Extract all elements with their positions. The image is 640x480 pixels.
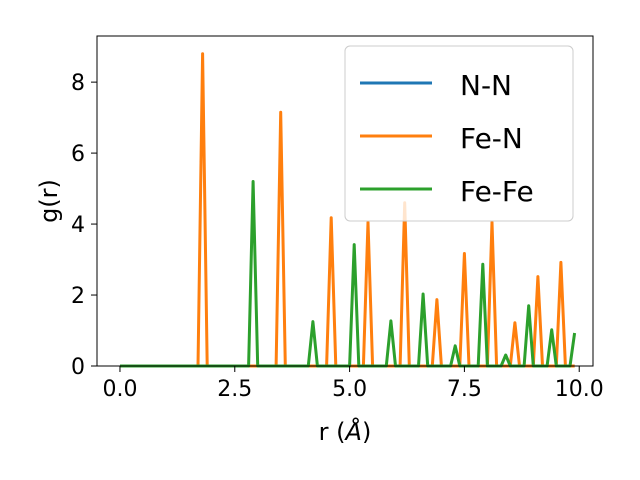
y-tick-label: 6 bbox=[71, 142, 85, 167]
x-tick-label: 7.5 bbox=[447, 377, 482, 402]
x-tick-label: 0.0 bbox=[102, 377, 137, 402]
legend: N-N Fe-N Fe-Fe bbox=[344, 45, 574, 222]
x-tick-label: 2.5 bbox=[217, 377, 252, 402]
legend-box bbox=[344, 45, 574, 222]
plot-frame bbox=[96, 35, 594, 367]
y-tick-label: 2 bbox=[71, 284, 85, 309]
y-axis-label: g(r) bbox=[35, 179, 63, 223]
x-tick-label: 10.0 bbox=[555, 377, 604, 402]
y-tick-label: 8 bbox=[71, 71, 85, 96]
x-tick-label: 5.0 bbox=[332, 377, 367, 402]
y-axis: 0 2 4 6 8 bbox=[71, 71, 97, 380]
y-tick-label: 0 bbox=[71, 355, 85, 380]
x-axis: 0.0 2.5 5.0 7.5 10.0 bbox=[102, 366, 604, 402]
legend-label-fe-n: Fe-N bbox=[460, 122, 523, 155]
y-tick-label: 4 bbox=[71, 213, 85, 238]
x-axis-label: r (Å) bbox=[319, 417, 372, 446]
legend-label-n-n: N-N bbox=[460, 69, 512, 102]
series-line-fe-n bbox=[120, 52, 575, 368]
legend-label-fe-fe: Fe-Fe bbox=[460, 175, 534, 208]
